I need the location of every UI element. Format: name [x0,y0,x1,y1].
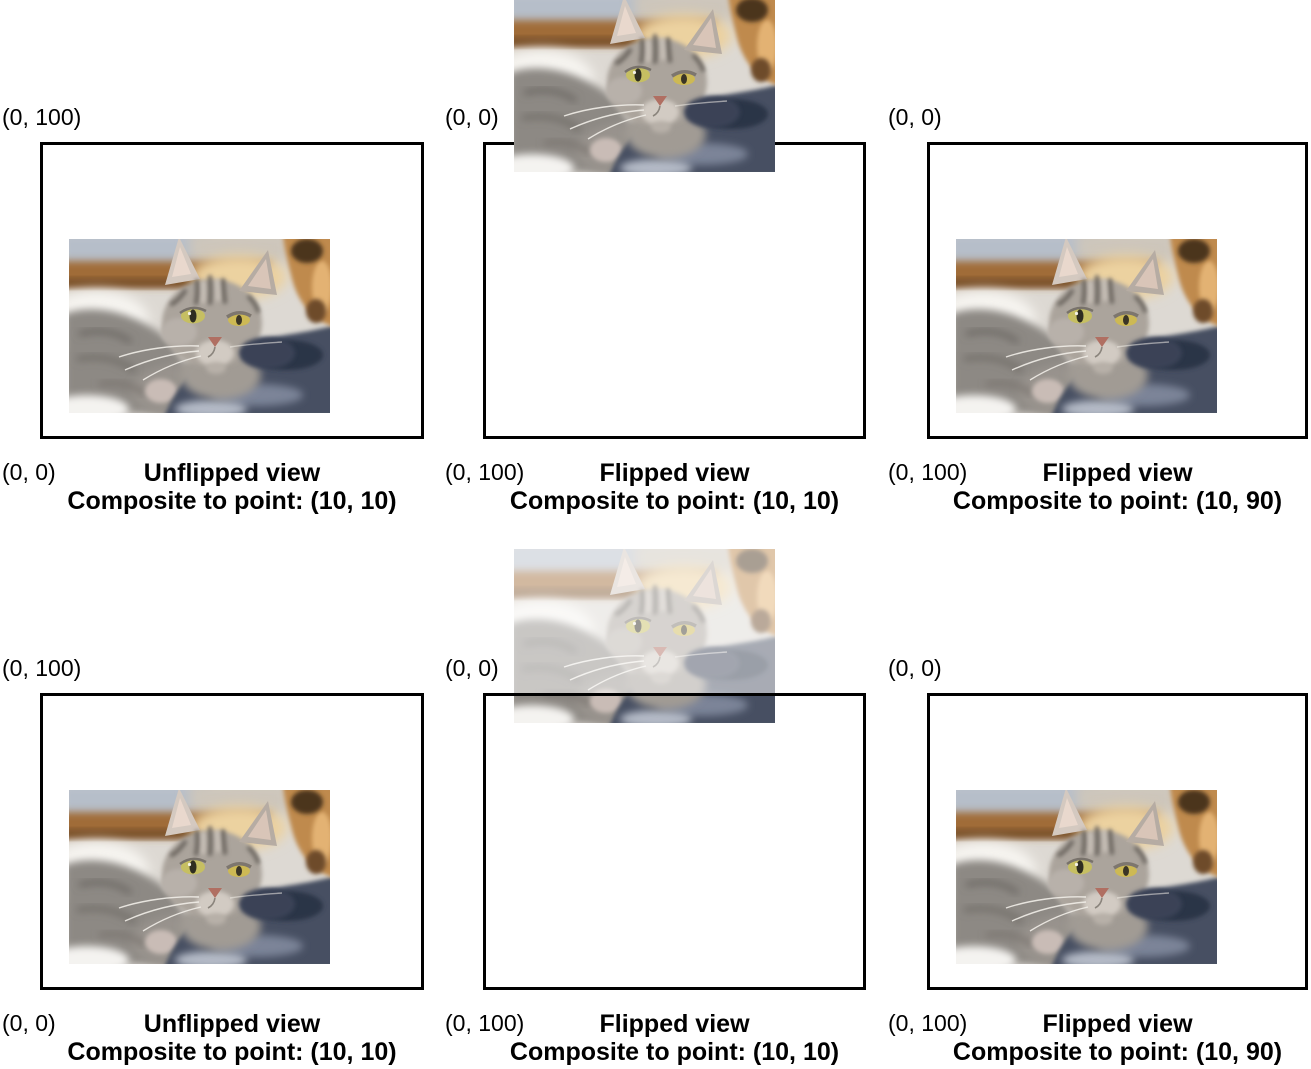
cat-photo [956,790,1217,964]
panel-caption: Unflipped view Composite to point: (10, … [40,1010,424,1066]
corner-label-top: (0, 0) [888,655,942,681]
corner-label-bottom: (0, 100) [445,459,525,485]
canvas-frame [927,693,1308,990]
view-label: Flipped view [1042,1010,1193,1038]
composite-label: Composite to point: (10, 10) [509,487,840,515]
panel-caption: Flipped view Composite to point: (10, 90… [927,459,1308,515]
corner-label-bottom: (0, 100) [888,459,968,485]
panel-caption: Flipped view Composite to point: (10, 90… [927,1010,1308,1066]
panel-caption: Unflipped view Composite to point: (10, … [40,459,424,515]
cat-photo [514,0,775,172]
view-label: Unflipped view [143,459,321,487]
corner-label-top: (0, 100) [2,655,82,681]
cat-photo [69,790,330,964]
corner-label-top: (0, 0) [445,655,499,681]
view-label: Flipped view [1042,459,1193,487]
corner-label-top: (0, 0) [445,104,499,130]
composite-label: Composite to point: (10, 90) [952,1038,1283,1066]
cat-photo [69,239,330,413]
composite-label: Composite to point: (10, 10) [67,1038,397,1066]
corner-label-top: (0, 0) [888,104,942,130]
corner-label-bottom: (0, 0) [2,459,56,485]
corner-label-bottom: (0, 100) [888,1010,968,1036]
view-label: Unflipped view [143,1010,321,1038]
canvas-frame [927,142,1308,439]
corner-label-bottom: (0, 100) [445,1010,525,1036]
canvas-frame [483,142,866,439]
panel-caption: Flipped view Composite to point: (10, 10… [483,1010,866,1066]
composite-label: Composite to point: (10, 10) [509,1038,840,1066]
view-label: Flipped view [599,459,750,487]
canvas-frame [483,693,866,990]
corner-label-bottom: (0, 0) [2,1010,56,1036]
corner-label-top: (0, 100) [2,104,82,130]
cat-photo [956,239,1217,413]
panel-caption: Flipped view Composite to point: (10, 10… [483,459,866,515]
canvas-frame [40,693,424,990]
composite-label: Composite to point: (10, 10) [67,487,397,515]
canvas-frame [40,142,424,439]
composite-label: Composite to point: (10, 90) [952,487,1283,515]
view-label: Flipped view [599,1010,750,1038]
